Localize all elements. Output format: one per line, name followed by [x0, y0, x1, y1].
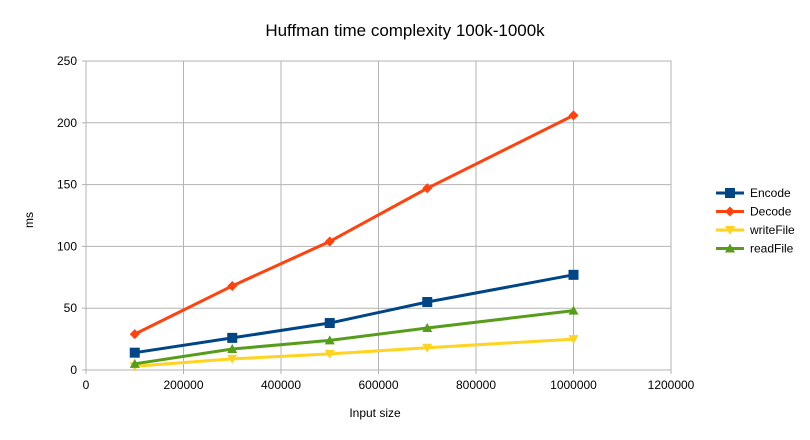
x-axis-label: Input size: [349, 406, 401, 420]
data-point: [227, 332, 238, 343]
plot-area: [85, 60, 672, 371]
legend-item-decode: Decode: [716, 205, 792, 219]
y-tick-label: 200: [57, 116, 77, 130]
x-tick-label: 1000000: [550, 378, 597, 392]
legend-marker: [725, 226, 735, 235]
legend-label: Decode: [750, 205, 792, 219]
legend-marker: [725, 206, 735, 217]
data-point: [422, 322, 433, 332]
y-tick-label: 100: [57, 239, 77, 253]
data-point: [568, 110, 579, 121]
data-point: [129, 329, 140, 340]
legend: Encode Decode writeFile readFile: [716, 186, 795, 256]
y-axis-label: ms: [22, 212, 36, 228]
data-point: [422, 183, 433, 194]
series-line: [134, 273, 574, 355]
legend-label: Encode: [750, 186, 791, 200]
series-encode: [129, 269, 579, 358]
legend-marker: [725, 243, 735, 253]
data-point: [129, 358, 140, 368]
legend-label: writeFile: [749, 223, 795, 237]
data-point: [324, 318, 335, 329]
legend-item-readfile: readFile: [716, 242, 794, 256]
series-line: [134, 114, 575, 336]
legend-item-writefile: writeFile: [716, 223, 795, 237]
axes: [82, 60, 672, 374]
x-tick-label: 800000: [456, 378, 496, 392]
data-point: [227, 343, 238, 353]
data-point: [324, 236, 335, 247]
series-decode: [129, 110, 579, 340]
y-tick-label: 50: [64, 301, 78, 315]
data-point: [227, 354, 238, 364]
legend-label: readFile: [750, 242, 794, 256]
x-tick-label: 0: [83, 378, 90, 392]
tick-labels: 0 50 100 150 200 250 0 200000 400000 600000 800000…: [57, 54, 695, 392]
y-tick-label: 150: [57, 178, 77, 192]
x-tick-label: 400000: [261, 378, 301, 392]
data-point: [568, 335, 579, 345]
data-point: [227, 280, 238, 291]
data-point: [568, 269, 579, 280]
x-tick-label: 1200000: [648, 378, 695, 392]
data-point: [568, 305, 579, 315]
data-point: [422, 297, 433, 308]
series-readfile: [129, 305, 579, 368]
chart-title: Huffman time complexity 100k-1000k: [265, 21, 545, 40]
data-point: [129, 347, 140, 358]
y-tick-label: 0: [70, 363, 77, 377]
data-point: [422, 343, 433, 353]
series-layer: [129, 110, 579, 372]
legend-marker: [725, 188, 735, 198]
x-tick-label: 200000: [163, 378, 203, 392]
legend-item-encode: Encode: [716, 186, 791, 200]
data-point: [324, 349, 335, 359]
x-tick-label: 600000: [358, 378, 398, 392]
y-tick-label: 250: [57, 54, 77, 68]
data-point: [324, 335, 335, 345]
